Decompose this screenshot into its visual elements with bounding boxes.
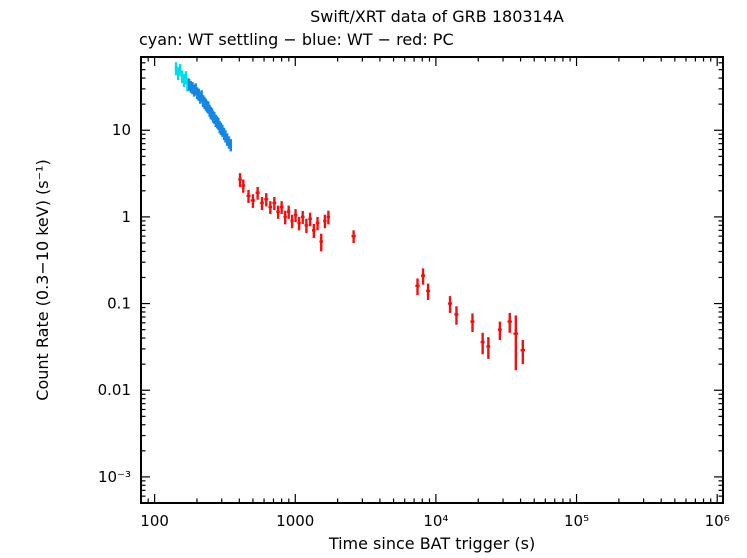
series-pc [238, 173, 525, 371]
y-axis-label: Count Rate (0.3−10 keV) (s⁻¹) [33, 159, 52, 400]
plot-area: 100 1000 10⁴ 10⁵ 10⁶ 10⁻³ 0.01 0.1 1 10 [98, 56, 730, 530]
plot-frame [140, 56, 724, 504]
x-tick-label: 100 [140, 512, 169, 530]
x-axis-label: Time since BAT trigger (s) [328, 534, 535, 553]
chart-title: Swift/XRT data of GRB 180314A [310, 7, 564, 26]
series-wt-settling [174, 62, 189, 92]
x-tick-label: 1000 [276, 512, 314, 530]
x-tick-label: 10⁶ [705, 512, 730, 530]
x-tick-label: 10⁵ [564, 512, 589, 530]
y-tick-label: 10⁻³ [98, 468, 131, 486]
y-tick-label: 10 [112, 121, 131, 139]
y-tick-label: 0.01 [98, 381, 131, 399]
y-tick-label: 0.1 [107, 295, 131, 313]
chart-subtitle-legend: cyan: WT settling − blue: WT − red: PC [139, 30, 454, 49]
y-tick-label: 1 [121, 208, 131, 226]
x-tick-label: 10⁴ [423, 512, 448, 530]
series-wt [187, 78, 232, 152]
